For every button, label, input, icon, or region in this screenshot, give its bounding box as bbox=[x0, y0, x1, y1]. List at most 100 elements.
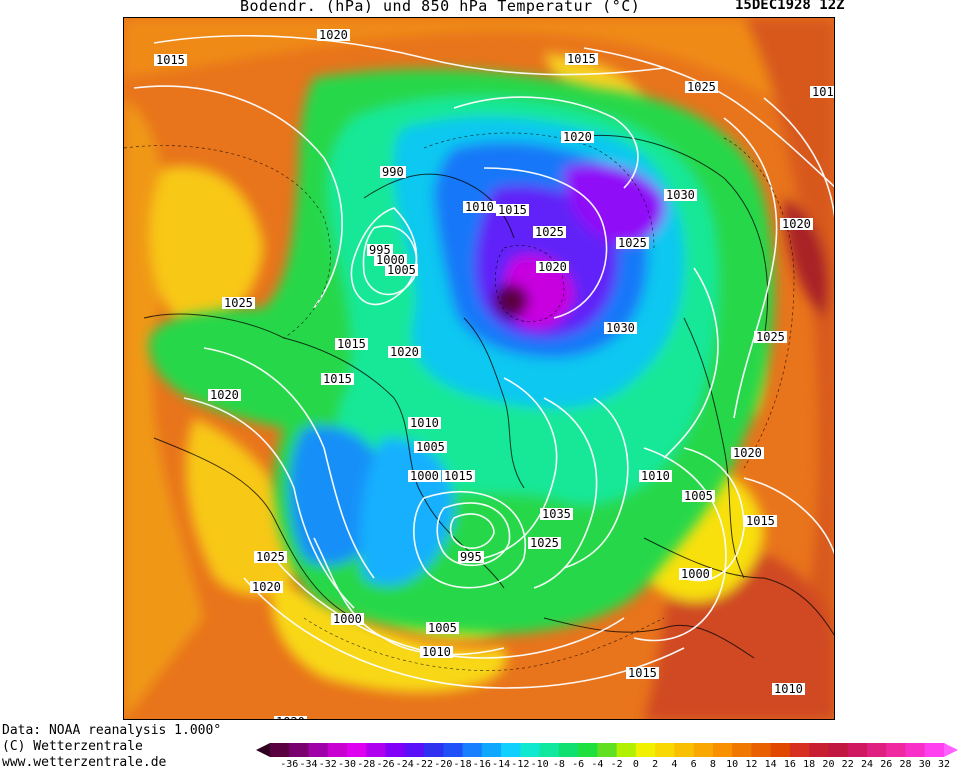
map-datetime: 15DEC1928 12Z bbox=[735, 0, 845, 13]
colorbar-band bbox=[347, 743, 367, 757]
colorbar-band bbox=[866, 743, 887, 757]
colorbar-band bbox=[847, 743, 868, 757]
isobar-label: 1025 bbox=[616, 236, 649, 250]
isobar-label: 995 bbox=[458, 550, 484, 564]
colorbar-band bbox=[789, 743, 810, 757]
colorbar-tick-label: -36 bbox=[280, 759, 299, 770]
colorbar-tick-label: 14 bbox=[764, 759, 777, 770]
isobar-label: 1025 bbox=[222, 296, 255, 310]
isobar-label: 1015 bbox=[626, 666, 659, 680]
colorbar-tick-label: -10 bbox=[530, 759, 549, 770]
colorbar-tick-label: -12 bbox=[511, 759, 530, 770]
colorbar-arrow-right bbox=[944, 743, 958, 757]
isobar-label: 1010 bbox=[408, 416, 441, 430]
colorbar-tick-label: 26 bbox=[880, 759, 893, 770]
colorbar-tick-label: -8 bbox=[552, 759, 565, 770]
colorbar-band bbox=[270, 743, 290, 757]
colorbar-tick-label: 8 bbox=[709, 759, 716, 770]
colorbar-tick-label: -2 bbox=[610, 759, 623, 770]
isobar-label: 1025 bbox=[754, 330, 787, 344]
isobar-label: 1005 bbox=[414, 440, 447, 454]
isobar-label: 1005 bbox=[385, 263, 418, 277]
colorbar-tick-label: -18 bbox=[453, 759, 472, 770]
colorbar-tick-label: -24 bbox=[395, 759, 414, 770]
colorbar-band bbox=[558, 743, 579, 757]
isobar-label: 1015 bbox=[565, 52, 598, 66]
website-link[interactable]: www.wetterzentrale.de bbox=[2, 755, 167, 770]
colorbar-tick-label: 16 bbox=[783, 759, 796, 770]
isobar-label: 1020 bbox=[780, 217, 813, 231]
colorbar-tick-label: 6 bbox=[690, 759, 697, 770]
colorbar-tick-label: -32 bbox=[318, 759, 337, 770]
map-canvas bbox=[124, 18, 834, 719]
isobar-label: 1020 bbox=[536, 260, 569, 274]
isobar-label: 990 bbox=[380, 165, 406, 179]
isobar-label: 1010 bbox=[420, 645, 453, 659]
colorbar-band bbox=[732, 743, 752, 757]
colorbar-band bbox=[751, 743, 772, 757]
colorbar-arrow-left bbox=[256, 743, 270, 757]
isobar-label: 1010 bbox=[639, 469, 672, 483]
colorbar-tick-label: 20 bbox=[822, 759, 835, 770]
colorbar-band bbox=[424, 743, 444, 757]
colorbar-tick-label: 22 bbox=[841, 759, 854, 770]
colorbar-tick-label: 28 bbox=[899, 759, 912, 770]
colorbar-tick-label: -22 bbox=[415, 759, 434, 770]
colorbar-band bbox=[462, 743, 483, 757]
isobar-label: 1020 bbox=[561, 130, 594, 144]
isobar-label: 1025 bbox=[533, 225, 566, 239]
colorbar-tick-label: 4 bbox=[671, 759, 678, 770]
colorbar-tick-label: -16 bbox=[472, 759, 491, 770]
colorbar-band bbox=[828, 743, 849, 757]
colorbar-tick-label: 24 bbox=[860, 759, 873, 770]
colorbar-tick-label: -4 bbox=[591, 759, 604, 770]
colorbar-band bbox=[327, 743, 348, 757]
colorbar-tick-label: 12 bbox=[745, 759, 758, 770]
colorbar-band bbox=[481, 743, 502, 757]
isobar-label: 1010 bbox=[463, 200, 496, 214]
colorbar-band bbox=[539, 743, 560, 757]
colorbar-tick-label: 0 bbox=[632, 759, 639, 770]
colorbar-tick-label: 30 bbox=[918, 759, 931, 770]
colorbar-band bbox=[366, 743, 387, 757]
colorbar-ticks: -36 -34 -32 -30 -28 -26 -24 -22 -20 -18 -16 -14 -12-… bbox=[256, 759, 958, 771]
colorbar-band bbox=[578, 743, 598, 757]
isobar-label: 1015 bbox=[154, 53, 187, 67]
colorbar-band bbox=[289, 743, 310, 757]
isobar-label: 1030 bbox=[604, 321, 637, 335]
isobar-label: 1015 bbox=[744, 514, 777, 528]
colorbar-band bbox=[404, 743, 425, 757]
isobar-label: 1020 bbox=[250, 580, 283, 594]
isobar-label: 101 bbox=[810, 85, 834, 99]
weather-map: 1015 1020 1015 1025 101 990 1010 1015 10… bbox=[123, 17, 835, 720]
colorbar-band bbox=[809, 743, 829, 757]
colorbar-tick-label: 2 bbox=[652, 759, 659, 770]
colorbar-tick-label: -34 bbox=[299, 759, 318, 770]
colorbar-tick-label: -28 bbox=[357, 759, 376, 770]
isobar-label: 1005 bbox=[426, 621, 459, 635]
isobar-label: 1000 bbox=[331, 612, 364, 626]
isobar-label: 1000 bbox=[374, 253, 407, 267]
colorbar-band bbox=[886, 743, 906, 757]
isobar-label: 1015 bbox=[335, 337, 368, 351]
isobar-label: 1005 bbox=[682, 489, 715, 503]
colorbar-band bbox=[905, 743, 926, 757]
colorbar-band bbox=[501, 743, 521, 757]
colorbar-tick-label: -26 bbox=[376, 759, 395, 770]
colorbar-tick-label: -30 bbox=[337, 759, 357, 770]
colorbar-band bbox=[616, 743, 637, 757]
colorbar-band bbox=[520, 743, 541, 757]
isobar-label: 1000 bbox=[408, 469, 441, 483]
isobar-label: 995 bbox=[367, 243, 393, 257]
colorbar-tick-label: 10 bbox=[726, 759, 739, 770]
isobar-label: 1025 bbox=[685, 80, 718, 94]
colorbar-band bbox=[712, 743, 733, 757]
colorbar-band bbox=[308, 743, 329, 757]
isobar-label: 1010 bbox=[772, 682, 805, 696]
colorbar-tick-label: 32 bbox=[937, 759, 951, 770]
colorbar-tick-label: -14 bbox=[492, 759, 511, 770]
colorbar-band bbox=[770, 743, 791, 757]
isobar-label: 1035 bbox=[540, 507, 573, 521]
colorbar-band bbox=[674, 743, 695, 757]
colorbar-band bbox=[924, 743, 945, 757]
